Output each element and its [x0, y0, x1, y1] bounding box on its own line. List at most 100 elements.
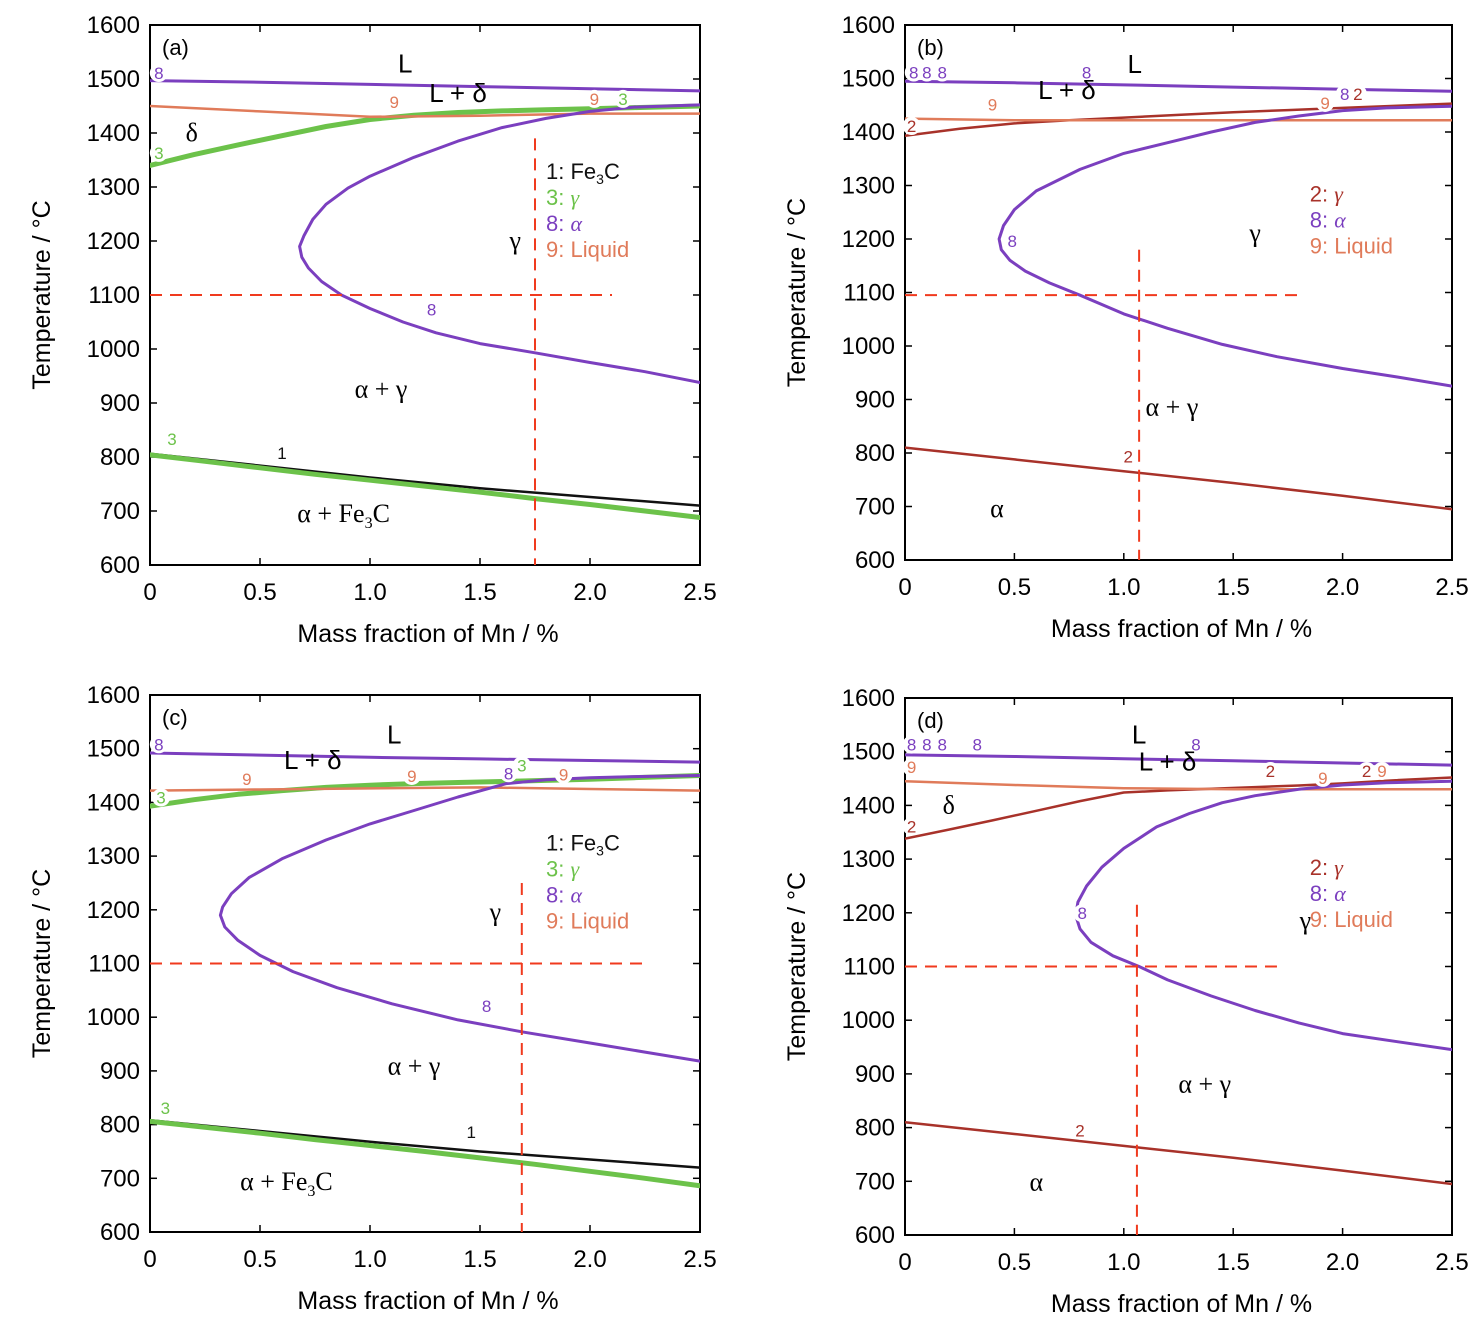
y-tick-label: 1300 — [842, 173, 895, 200]
region-label: α + Fe3C — [240, 1167, 333, 1200]
curve-label-halo — [149, 64, 168, 82]
series-line-9 — [150, 104, 700, 119]
y-tick-label: 900 — [100, 390, 140, 417]
region-label: γ — [508, 226, 521, 255]
curve-label: 2 — [1123, 448, 1132, 467]
series-line-2 — [905, 446, 1452, 511]
curve-label: 3 — [167, 430, 176, 449]
curve-label-halo — [917, 63, 936, 82]
y-tick-label: 1200 — [87, 228, 140, 255]
y-tick-label: 1600 — [842, 685, 895, 712]
y-tick-label: 900 — [855, 1061, 895, 1088]
region-label: γ — [1299, 906, 1312, 935]
curve-label-halo — [477, 996, 496, 1015]
curve-label: 3 — [154, 144, 163, 163]
curve-label-halo — [902, 817, 921, 836]
y-tick-label: 700 — [855, 1168, 895, 1195]
x-tick-label: 2.5 — [683, 579, 716, 606]
curve-label: 9 — [1320, 94, 1329, 113]
curve-label: 2 — [1353, 85, 1362, 104]
y-tick-label: 1500 — [87, 736, 140, 763]
series-line-8 — [298, 103, 700, 384]
curve-label: 2 — [1362, 762, 1371, 781]
x-tick-label: 0 — [143, 1246, 156, 1273]
curve-label: 9 — [1318, 769, 1327, 788]
legend-entry: 8: α — [1310, 881, 1346, 906]
series-line-1 — [150, 452, 700, 507]
legend-entry: 9: Liquid — [1310, 907, 1393, 932]
y-tick-label: 1200 — [842, 226, 895, 253]
x-tick-label: 1.0 — [353, 579, 386, 606]
curve-label-halo — [156, 1098, 175, 1117]
curve-label-halo — [149, 143, 168, 162]
curve-label: 8 — [1191, 736, 1200, 755]
region-label: L — [1132, 720, 1146, 750]
x-tick-label: 2.5 — [683, 1246, 716, 1273]
curve-label: 8 — [972, 736, 981, 755]
curve-label: 3 — [517, 756, 526, 775]
curve-label-halo — [983, 95, 1002, 114]
region-label: α — [990, 494, 1004, 523]
series-line-8 — [150, 751, 700, 764]
curve-label: 9 — [407, 767, 416, 786]
x-tick-label: 2.0 — [573, 579, 606, 606]
y-tick-label: 1400 — [87, 789, 140, 816]
curve-label: 2 — [907, 117, 916, 136]
x-tick-label: 0.5 — [998, 574, 1031, 601]
y-tick-label: 800 — [855, 1115, 895, 1142]
curve-label: 8 — [922, 64, 931, 83]
y-tick-label: 800 — [100, 444, 140, 471]
panel-d: 600 700 800 900 1000 1100 1200 1300 1400 1500 1600… — [783, 685, 1469, 1318]
y-tick-label: 1000 — [842, 333, 895, 360]
panel-tag: (b) — [917, 35, 944, 60]
y-tick-label: 1000 — [87, 336, 140, 363]
y-tick-label: 1000 — [87, 1004, 140, 1031]
y-tick-label: 1000 — [842, 1007, 895, 1034]
curve-label-halo — [499, 764, 518, 783]
curve-label: 9 — [590, 90, 599, 109]
y-tick-label: 1100 — [88, 951, 140, 978]
curve-label-halo — [902, 117, 921, 135]
curve-label: 1 — [466, 1123, 475, 1142]
y-axis-title: Temperature / °C — [28, 869, 56, 1058]
curve-label-halo — [385, 93, 404, 112]
region-label: L — [387, 719, 401, 749]
y-tick-label: 1500 — [842, 739, 895, 766]
region-label: L + δ — [284, 745, 342, 775]
x-axis-title: Mass fraction of Mn / % — [297, 1287, 558, 1315]
region-label: α + Fe3C — [297, 499, 390, 532]
y-tick-label: 800 — [855, 440, 895, 467]
y-tick-label: 1300 — [842, 846, 895, 873]
region-label: L + δ — [1038, 75, 1096, 105]
y-tick-label: 900 — [100, 1058, 140, 1085]
series-line-3 — [150, 103, 700, 168]
curve-label: 9 — [559, 765, 568, 784]
y-tick-label: 1100 — [88, 282, 140, 309]
curve-label: 8 — [907, 736, 916, 755]
region-label: δ — [943, 790, 955, 819]
curve-label-halo — [614, 89, 632, 108]
y-tick-label: 1100 — [843, 954, 895, 981]
y-tick-label: 600 — [855, 1222, 895, 1249]
x-tick-label: 2.0 — [1326, 1249, 1359, 1276]
x-tick-label: 1.5 — [1217, 574, 1250, 601]
legend-entry: 9: Liquid — [546, 909, 629, 934]
x-tick-label: 0 — [898, 574, 911, 601]
curve-label-halo — [152, 788, 170, 807]
x-tick-label: 2.0 — [573, 1246, 606, 1273]
curve-label-halo — [933, 63, 952, 82]
y-tick-label: 1600 — [87, 682, 140, 709]
x-tick-label: 2.5 — [1435, 574, 1468, 601]
curve-label-halo — [1187, 735, 1206, 754]
region-label: γ — [489, 898, 502, 927]
panel-tag: (a) — [162, 35, 189, 60]
series-line-3 — [150, 452, 700, 520]
curve-label: 3 — [618, 90, 627, 109]
curve-label-halo — [1119, 447, 1138, 466]
y-tick-label: 1400 — [87, 120, 140, 147]
panel-c: 600 700 800 900 1000 1100 1200 1300 1400 1500 1600… — [28, 682, 717, 1315]
y-tick-label: 700 — [855, 494, 895, 521]
region-label: α + γ — [1178, 1070, 1231, 1099]
x-tick-label: 1.5 — [463, 1246, 496, 1273]
y-tick-label: 1400 — [842, 792, 895, 819]
